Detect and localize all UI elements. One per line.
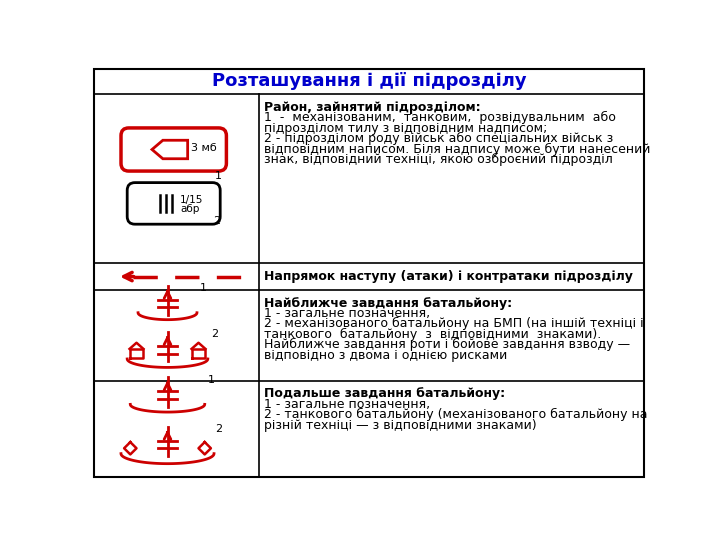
Text: Напрямок наступу (атаки) і контратаки підрозділу: Напрямок наступу (атаки) і контратаки пі…: [264, 269, 634, 282]
Polygon shape: [152, 140, 188, 159]
Text: 3 мб: 3 мб: [191, 143, 217, 153]
Text: 1  -  механізованим,  танковим,  розвідувальним  або: 1 - механізованим, танковим, розвідуваль…: [264, 111, 616, 124]
Text: підрозділом тилу з відповідним надписом;: підрозділом тилу з відповідним надписом;: [264, 122, 548, 135]
Text: 2 - підрозділом роду військ або спеціальних військ з: 2 - підрозділом роду військ або спеціаль…: [264, 132, 613, 145]
Text: Розташування і дії підрозділу: Розташування і дії підрозділу: [212, 72, 526, 90]
FancyBboxPatch shape: [121, 128, 226, 171]
Text: відповідним написом. Біля надпису може бути нанесений: відповідним написом. Біля надпису може б…: [264, 143, 651, 156]
Text: Район, зайнятий підрозділом:: Район, зайнятий підрозділом:: [264, 101, 481, 114]
Text: Подальше завдання батальйону:: Подальше завдання батальйону:: [264, 387, 505, 401]
Text: 1: 1: [215, 171, 222, 181]
Text: 1: 1: [200, 283, 207, 293]
Text: 1/15: 1/15: [180, 194, 203, 205]
Text: 2 - танкового батальйону (механізованого батальйону на: 2 - танкового батальйону (механізованого…: [264, 408, 648, 421]
Text: 1 - загальне позначення,: 1 - загальне позначення,: [264, 307, 431, 320]
Text: 1: 1: [208, 375, 215, 384]
Text: 1 - загальне позначення,: 1 - загальне позначення,: [264, 398, 431, 411]
FancyBboxPatch shape: [127, 183, 220, 224]
Text: різній техніці — з відповідними знаками): різній техніці — з відповідними знаками): [264, 418, 537, 431]
Text: 2 - механізованого батальйону на БМП (на іншій техніці і: 2 - механізованого батальйону на БМП (на…: [264, 318, 644, 330]
Text: Найближче завдання батальйону:: Найближче завдання батальйону:: [264, 296, 513, 309]
Text: 2: 2: [213, 217, 220, 226]
Text: танкового  батальйону  з  відповідними  знаками).: танкового батальйону з відповідними знак…: [264, 328, 602, 341]
Text: Найближче завдання роти і бойове завдання взводу —: Найближче завдання роти і бойове завданн…: [264, 338, 631, 351]
Text: відповідно з двома і однією рисками: відповідно з двома і однією рисками: [264, 348, 508, 362]
Text: абр: абр: [180, 204, 199, 214]
Text: 2: 2: [215, 424, 222, 434]
Text: знак, відповідний техніці, якою озброєний підрозділ: знак, відповідний техніці, якою озброєни…: [264, 153, 613, 166]
Text: 2: 2: [211, 329, 218, 339]
